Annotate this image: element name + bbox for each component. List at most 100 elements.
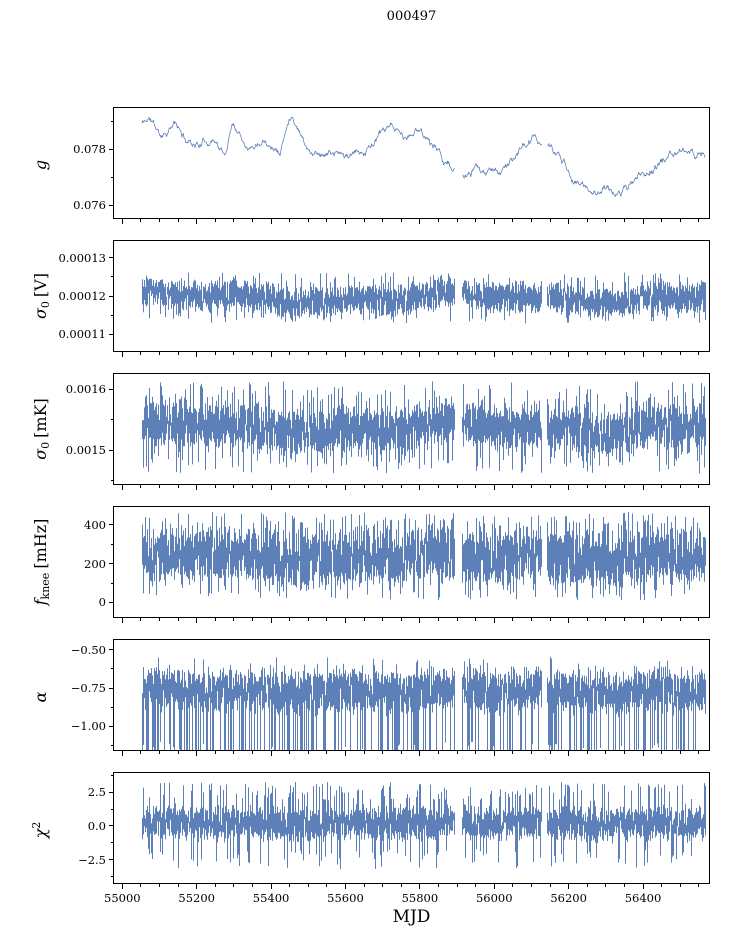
panel-chi2-canvas <box>113 772 710 884</box>
y-tick-label: 0.076 <box>73 198 106 212</box>
x-minor-tick <box>233 219 235 222</box>
x-minor-tick <box>512 751 514 754</box>
x-major-tick <box>121 618 123 623</box>
x-minor-tick <box>475 219 477 222</box>
ylabel-unit: [mHz] <box>31 518 50 569</box>
x-major-tick <box>642 618 644 623</box>
x-minor-tick <box>326 485 328 488</box>
ylabel-unit: [V] <box>31 273 50 298</box>
x-major-tick <box>196 352 198 357</box>
x-minor-tick <box>140 618 142 621</box>
y-major-tick <box>108 524 113 526</box>
x-minor-tick <box>698 485 700 488</box>
y-tick-label: 0 <box>98 595 106 610</box>
x-minor-tick <box>251 884 253 887</box>
y-major-tick <box>108 449 113 451</box>
x-major-tick <box>419 219 421 224</box>
x-minor-tick <box>177 219 179 222</box>
panel-sigma0-mk-ylabel: σ0 [mK] <box>30 398 52 460</box>
x-minor-tick <box>549 485 551 488</box>
x-minor-tick <box>233 485 235 488</box>
x-major-tick <box>642 219 644 224</box>
x-minor-tick <box>549 618 551 621</box>
x-major-tick <box>419 751 421 756</box>
y-minor-tick <box>110 668 113 670</box>
y-minor-tick <box>110 842 113 844</box>
ylabel-main: α <box>31 691 50 703</box>
y-minor-tick <box>110 876 113 878</box>
x-minor-tick <box>512 352 514 355</box>
y-major-tick <box>108 825 113 827</box>
x-minor-tick <box>456 751 458 754</box>
x-minor-tick <box>140 751 142 754</box>
x-minor-tick <box>605 751 607 754</box>
x-minor-tick <box>233 751 235 754</box>
ylabel-main: σ <box>31 448 50 460</box>
x-major-tick <box>344 485 346 490</box>
y-minor-tick <box>110 120 113 122</box>
y-tick-label: 0.078 <box>73 142 106 156</box>
x-minor-tick <box>307 352 309 355</box>
y-major-tick <box>108 687 113 689</box>
x-major-tick <box>642 884 644 889</box>
x-minor-tick <box>140 485 142 488</box>
y-major-tick <box>108 601 113 603</box>
x-minor-tick <box>586 352 588 355</box>
x-minor-tick <box>512 884 514 887</box>
x-minor-tick <box>214 751 216 754</box>
x-minor-tick <box>251 618 253 621</box>
y-tick-label: 2.5 <box>87 785 106 800</box>
x-minor-tick <box>140 884 142 887</box>
x-minor-tick <box>363 751 365 754</box>
x-major-tick <box>196 219 198 224</box>
y-tick-label: 0.00012 <box>58 289 106 303</box>
ylabel-main: σ <box>31 308 50 319</box>
x-minor-tick <box>549 884 551 887</box>
x-minor-tick <box>698 352 700 355</box>
x-minor-tick <box>475 485 477 488</box>
panel-g-canvas <box>113 107 710 219</box>
y-major-tick <box>108 204 113 206</box>
ylabel-main: χ <box>31 828 50 839</box>
x-minor-tick <box>530 884 532 887</box>
x-major-tick <box>493 751 495 756</box>
x-minor-tick <box>623 485 625 488</box>
ylabel-unit: [mK] <box>31 398 50 438</box>
x-minor-tick <box>475 884 477 887</box>
x-minor-tick <box>307 884 309 887</box>
x-minor-tick <box>698 884 700 887</box>
x-major-tick <box>196 618 198 623</box>
x-tick-label: 55400 <box>252 891 290 905</box>
x-major-tick <box>493 618 495 623</box>
panel-g: g 0.076 0.078 <box>31 107 710 224</box>
x-minor-tick <box>140 219 142 222</box>
ylabel-main: f <box>31 599 50 606</box>
x-major-tick <box>270 219 272 224</box>
y-major-tick <box>108 649 113 651</box>
x-minor-tick <box>605 618 607 621</box>
x-minor-tick <box>382 485 384 488</box>
x-major-tick <box>568 751 570 756</box>
x-minor-tick <box>437 219 439 222</box>
y-major-tick <box>108 257 113 259</box>
x-minor-tick <box>177 751 179 754</box>
ylabel-sup: 2 <box>30 821 43 829</box>
x-minor-tick <box>437 485 439 488</box>
x-minor-tick <box>530 751 532 754</box>
x-minor-tick <box>586 485 588 488</box>
x-minor-tick <box>214 485 216 488</box>
y-major-tick <box>108 333 113 335</box>
x-minor-tick <box>530 219 532 222</box>
x-major-tick <box>419 618 421 623</box>
x-minor-tick <box>586 618 588 621</box>
x-minor-tick <box>623 219 625 222</box>
y-major-tick <box>108 859 113 861</box>
panel-sigma0-mk-canvas <box>113 373 710 485</box>
panel-alpha-canvas <box>113 639 710 751</box>
x-minor-tick <box>512 219 514 222</box>
x-minor-tick <box>233 884 235 887</box>
x-minor-tick <box>289 352 291 355</box>
x-minor-tick <box>177 884 179 887</box>
x-minor-tick <box>326 352 328 355</box>
